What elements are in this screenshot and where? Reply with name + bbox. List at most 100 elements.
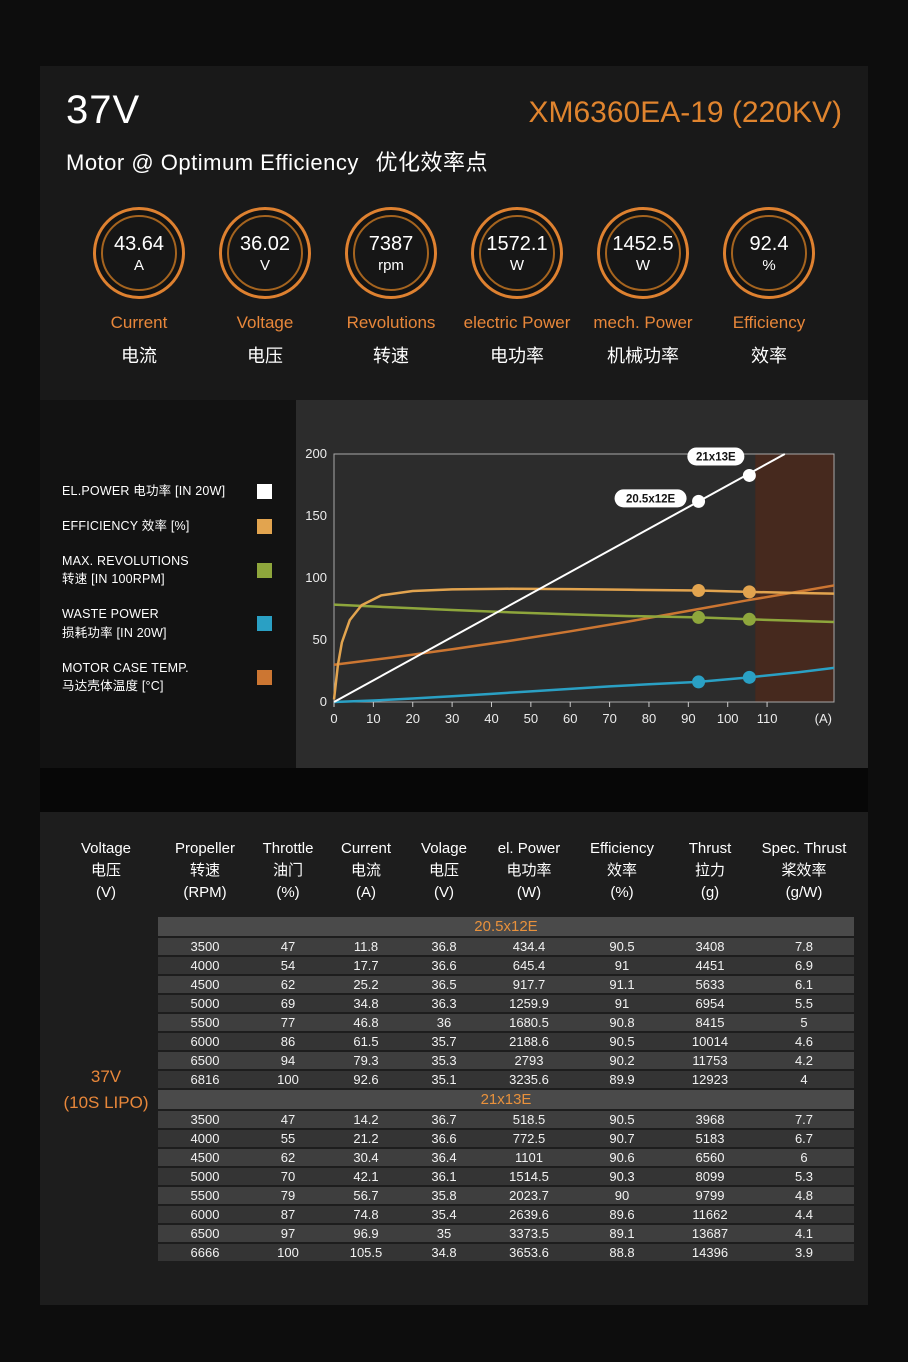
table-row: 5500 77 46.8 36 1680.5 90.8 8415 5 — [54, 1013, 854, 1034]
y-tick-label: 100 — [305, 570, 327, 585]
metric-circle: 92.4% — [723, 207, 815, 299]
battery-label-line2: (10S LIPO) — [63, 1092, 149, 1112]
group-header-row: 21x13E — [54, 1089, 854, 1112]
column-header-zh: 电功率 — [506, 861, 552, 879]
table-cell: 36 — [408, 1013, 480, 1034]
table-cell: 69 — [252, 994, 324, 1015]
marker-waste-power — [692, 675, 706, 689]
legend-item-waste-power: WASTE POWER 损耗功率 [IN 20W] — [62, 605, 272, 643]
table-body: 37V (10S LIPO) 20.5x12E 3500 47 11.8 36.8 434.4… — [54, 917, 854, 1264]
table-cell: 4500 — [158, 975, 252, 996]
metric-value: 7387 — [368, 232, 414, 255]
performance-chart: 0 50 100 150 200 0 10 20 30 40 50 60 70 80 90 100 110 (A)… — [305, 446, 835, 726]
y-tick-label: 0 — [320, 694, 327, 709]
table-cell: 89.6 — [578, 1205, 666, 1226]
table-cell: 518.5 — [480, 1110, 578, 1131]
table-row: 4000 54 17.7 36.6 645.4 91 4451 6.9 — [54, 956, 854, 977]
table-cell: 7.7 — [754, 1110, 854, 1131]
column-header-zh: 转速 — [189, 861, 220, 879]
battery-label: 37V (10S LIPO) — [54, 917, 158, 1262]
column-header-zh: 电压 — [90, 861, 121, 879]
metric-circle: 7387 rpm — [345, 207, 437, 299]
table-cell: 47 — [252, 1110, 324, 1131]
table-cell: 36.1 — [408, 1167, 480, 1188]
table-cell: 6.7 — [754, 1129, 854, 1150]
column-header-voltage: Voltage 电压 (V) — [54, 836, 158, 917]
table-cell: 6666 — [158, 1243, 252, 1264]
metric-label-en: Voltage — [236, 313, 294, 332]
column-header-thrust: Thrust 拉力 (g) — [666, 836, 754, 917]
legend-item-el-power: EL.POWER 电功率 [IN 20W] — [62, 482, 272, 501]
legend-label: MOTOR CASE TEMP. 马达壳体温度 [°C] — [62, 659, 249, 697]
table-cell: 34.8 — [408, 1243, 480, 1264]
legend-label-line1: MOTOR CASE TEMP. — [62, 660, 189, 675]
table-cell: 91 — [578, 956, 666, 977]
table-row: 6816 100 92.6 35.1 3235.6 89.9 12923 4 — [54, 1070, 854, 1091]
subtitle-zh: 优化效率点 — [375, 150, 489, 175]
table-cell: 3500 — [158, 1110, 252, 1131]
table-cell: 70 — [252, 1167, 324, 1188]
plot-frame — [333, 453, 835, 703]
metric-unit: V — [259, 256, 270, 274]
marker-max-revolutions — [692, 610, 706, 624]
table-cell: 91.1 — [578, 975, 666, 996]
metric-unit: rpm — [378, 256, 404, 274]
table-cell: 7.8 — [754, 937, 854, 958]
marker-efficiency — [692, 584, 706, 598]
series-el-power — [333, 453, 786, 703]
table-cell: 89.1 — [578, 1224, 666, 1245]
table-cell: 47 — [252, 937, 324, 958]
legend-label-line1: EL.POWER 电功率 [IN 20W] — [62, 484, 226, 498]
table-cell: 36.6 — [408, 956, 480, 977]
header-panel: 37V XM6360EA-19 (220KV) Motor @ Optimum … — [40, 66, 868, 400]
column-header-unit: (V) — [96, 883, 116, 901]
table-cell: 5500 — [158, 1013, 252, 1034]
x-tick-label: 70 — [602, 711, 616, 726]
table-cell: 90.6 — [578, 1148, 666, 1169]
column-header-zh: 电流 — [350, 861, 381, 879]
table-cell: 90.7 — [578, 1129, 666, 1150]
table-cell: 5183 — [666, 1129, 754, 1150]
table-cell: 42.1 — [324, 1167, 408, 1188]
table-cell: 4000 — [158, 956, 252, 977]
table-cell: 6500 — [158, 1051, 252, 1072]
table-cell: 25.2 — [324, 975, 408, 996]
metric-circle: 1572.1 W — [471, 207, 563, 299]
table-cell: 8099 — [666, 1167, 754, 1188]
table-cell: 3500 — [158, 937, 252, 958]
legend-label: MAX. REVOLUTIONS 转速 [IN 100RPM] — [62, 552, 249, 590]
metric-value: 1572.1 — [486, 232, 548, 255]
table-cell: 3968 — [666, 1110, 754, 1131]
metric-value: 92.4 — [749, 232, 789, 255]
metric-circle: 36.02 V — [219, 207, 311, 299]
table-cell: 3373.5 — [480, 1224, 578, 1245]
table-cell: 36.6 — [408, 1129, 480, 1150]
series-efficiency — [332, 587, 835, 700]
table-cell: 5633 — [666, 975, 754, 996]
table-cell: 5000 — [158, 994, 252, 1015]
x-axis-unit-label: (A) — [815, 711, 832, 726]
legend-label-line2: 马达壳体温度 [°C] — [62, 679, 164, 694]
table-cell: 36.8 — [408, 937, 480, 958]
table-cell: 6500 — [158, 1224, 252, 1245]
table-cell: 34.8 — [324, 994, 408, 1015]
table-cell: 2639.6 — [480, 1205, 578, 1226]
legend-swatch-waste-power — [257, 616, 272, 632]
table-cell: 88.8 — [578, 1243, 666, 1264]
legend-label: WASTE POWER 损耗功率 [IN 20W] — [62, 605, 249, 643]
table-row: 4000 55 21.2 36.6 772.5 90.7 5183 6.7 — [54, 1129, 854, 1150]
column-header-zh: 效率 — [606, 861, 637, 879]
column-header-throttle: Throttle 油门 (%) — [252, 836, 324, 917]
section-divider — [40, 768, 868, 812]
badge-row: 43.64 A Current 电流 36.02 V Voltage 电压 7387 rpm Rev… — [66, 207, 842, 368]
table-cell: 35 — [408, 1224, 480, 1245]
table-cell: 100 — [252, 1243, 324, 1264]
table-header-row: Voltage 电压 (V) Propeller 转速 (RPM) Throttle 油门 (%… — [54, 836, 854, 917]
table-cell: 90.5 — [578, 937, 666, 958]
table-cell: 11.8 — [324, 937, 408, 958]
table-cell: 917.7 — [480, 975, 578, 996]
table-cell: 11662 — [666, 1205, 754, 1226]
table-cell: 5.5 — [754, 994, 854, 1015]
